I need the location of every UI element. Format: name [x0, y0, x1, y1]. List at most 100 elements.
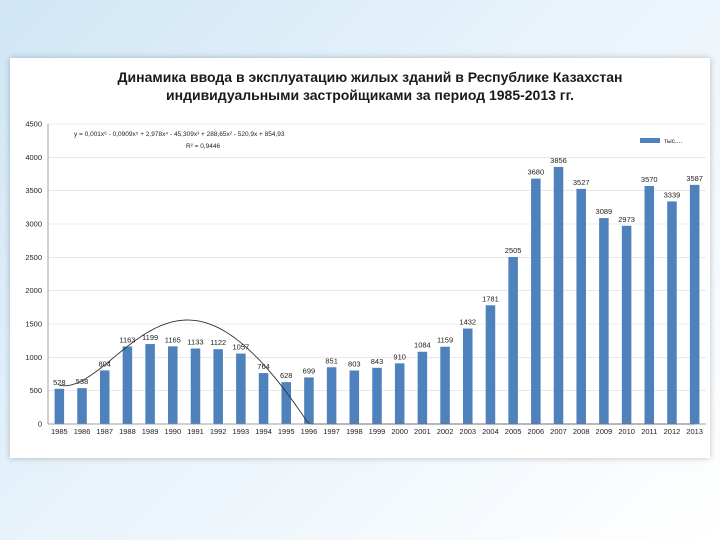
- y-tick-label: 500: [29, 386, 42, 395]
- y-tick-label: 0: [38, 420, 42, 429]
- bar: [99, 370, 110, 424]
- x-tick-label: 1988: [119, 427, 136, 436]
- bar: [190, 348, 201, 424]
- bar-value-label: 2505: [505, 246, 522, 255]
- bar-value-label: 910: [393, 352, 406, 361]
- trendline-r2: R² = 0,9446: [186, 143, 221, 150]
- bar: [145, 344, 155, 424]
- bar-value-label: 804: [98, 359, 111, 368]
- bar-value-label: 764: [257, 362, 270, 371]
- bar-value-label: 628: [280, 371, 293, 380]
- bar-value-label: 843: [371, 357, 384, 366]
- bar: [462, 328, 473, 424]
- x-tick-label: 1990: [164, 427, 181, 436]
- bar-value-label: 1781: [482, 294, 499, 303]
- bar-value-label: 1165: [165, 335, 181, 344]
- bar: [576, 188, 586, 424]
- bar: [440, 346, 450, 424]
- bar-value-label: 538: [76, 377, 89, 386]
- x-tick-label: 1994: [255, 427, 272, 436]
- bar-value-label: 3089: [596, 207, 613, 216]
- x-tick-label: 2011: [641, 427, 657, 436]
- x-tick-label: 2010: [618, 427, 635, 436]
- bar-value-label: 1057: [233, 343, 250, 352]
- chart-title-line1: Динамика ввода в эксплуатацию жилых здан…: [118, 69, 623, 85]
- bar: [349, 370, 360, 424]
- x-tick-label: 1989: [142, 427, 159, 436]
- y-tick-label: 4500: [25, 120, 42, 129]
- bar-value-label: 1199: [142, 333, 158, 342]
- bar: [304, 377, 314, 424]
- bar-value-label: 3680: [527, 168, 544, 177]
- x-tick-label: 1998: [346, 427, 363, 436]
- x-tick-label: 2005: [505, 427, 522, 436]
- x-tick-label: 1991: [187, 427, 204, 436]
- x-tick-label: 2007: [550, 427, 567, 436]
- bar: [258, 373, 269, 424]
- y-tick-label: 3000: [25, 220, 42, 229]
- x-tick-label: 1993: [233, 427, 250, 436]
- bar: [644, 186, 655, 424]
- bar: [281, 382, 292, 424]
- bar-value-label: 1084: [414, 341, 431, 350]
- chart-panel: Динамика ввода в эксплуатацию жилых здан…: [10, 58, 710, 458]
- bar: [77, 388, 87, 424]
- chart-title-line2: индивидуальными застройщиками за период …: [166, 87, 574, 103]
- bar: [236, 353, 246, 424]
- bar-value-label: 699: [303, 366, 316, 375]
- x-tick-label: 1999: [369, 427, 386, 436]
- x-tick-label: 1985: [51, 427, 68, 436]
- bar: [689, 184, 700, 424]
- x-tick-label: 2004: [482, 427, 499, 436]
- bar-value-label: 1432: [459, 318, 476, 327]
- bar-value-label: 1163: [119, 335, 135, 344]
- y-tick-label: 1500: [25, 320, 42, 329]
- bar-value-label: 851: [325, 356, 338, 365]
- y-tick-label: 1000: [25, 353, 42, 362]
- x-tick-label: 1986: [74, 427, 91, 436]
- bar: [667, 201, 677, 424]
- x-tick-label: 2003: [459, 427, 476, 436]
- bar-value-label: 2973: [618, 215, 635, 224]
- bar: [394, 363, 405, 424]
- y-tick-label: 4000: [25, 153, 42, 162]
- bar: [508, 257, 518, 424]
- x-tick-label: 2013: [686, 427, 703, 436]
- bar-chart: Динамика ввода в эксплуатацию жилых здан…: [25, 69, 706, 436]
- bar: [417, 351, 428, 424]
- x-tick-label: 1987: [96, 427, 113, 436]
- bar-value-label: 803: [348, 359, 361, 368]
- bar-value-label: 3856: [550, 156, 567, 165]
- y-tick-label: 3500: [25, 186, 42, 195]
- bar: [599, 218, 609, 424]
- x-tick-label: 2001: [414, 427, 431, 436]
- bar: [213, 349, 223, 424]
- x-tick-label: 2008: [573, 427, 590, 436]
- x-tick-label: 2006: [527, 427, 544, 436]
- y-tick-label: 2000: [25, 286, 42, 295]
- bar-value-label: 528: [53, 378, 66, 387]
- bar-value-label: 1133: [187, 337, 203, 346]
- bar: [372, 367, 382, 424]
- x-tick-label: 1995: [278, 427, 295, 436]
- bar-value-label: 3527: [573, 178, 590, 187]
- bar-value-label: 1159: [437, 336, 453, 345]
- legend-swatch: [640, 138, 660, 143]
- bar-value-label: 3339: [664, 190, 681, 199]
- bar: [531, 178, 541, 424]
- x-tick-label: 1997: [323, 427, 340, 436]
- bar-value-label: 1122: [210, 338, 226, 347]
- bar: [485, 305, 496, 424]
- legend-label: тыс....: [664, 138, 682, 145]
- bar: [54, 388, 65, 424]
- bar: [122, 346, 133, 424]
- y-tick-label: 2500: [25, 253, 42, 262]
- bar: [621, 225, 632, 424]
- bar-value-label: 3570: [641, 175, 658, 184]
- bar-value-label: 3587: [686, 174, 703, 183]
- bar: [168, 346, 178, 424]
- bar: [553, 166, 564, 424]
- bar: [326, 367, 337, 424]
- trendline-equation: y = 0,001x⁶ - 0,0909x⁵ + 2,978x⁴ - 45,30…: [74, 131, 285, 138]
- x-tick-label: 2012: [664, 427, 681, 436]
